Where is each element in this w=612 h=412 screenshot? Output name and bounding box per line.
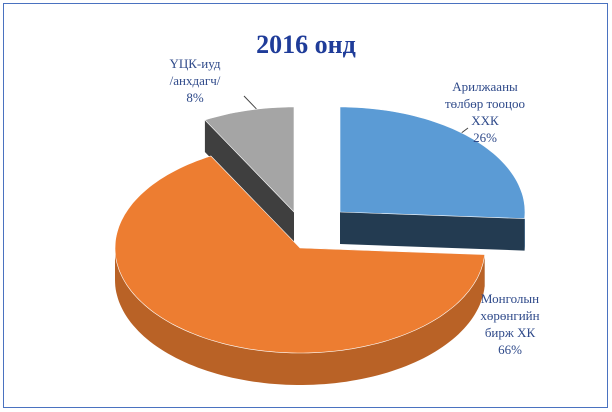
slice	[339, 106, 526, 219]
data-label: ҮЦК-иуд /анхдагч/8%	[125, 55, 265, 106]
data-label: Арилжааны төлбөр тооцоо ХХК 26%	[415, 78, 555, 146]
category-label: Арилжааны төлбөр тооцоо ХХК	[445, 79, 525, 128]
slice	[204, 106, 295, 213]
pie-slice	[114, 155, 485, 385]
slice-side	[204, 120, 294, 244]
chart-title: 2016 онд	[256, 30, 356, 59]
category-label: Монголын хөрөнгийн бирж ХК	[480, 291, 540, 340]
slice	[114, 155, 485, 354]
value-label: 66%	[498, 342, 522, 357]
slice-wall	[115, 248, 485, 385]
pie-slice	[339, 106, 526, 251]
value-label: 26%	[473, 130, 497, 145]
value-label: 8%	[186, 90, 204, 105]
slice-side	[340, 212, 525, 251]
category-label: ҮЦК-иуд /анхдагч/	[169, 56, 221, 88]
data-label: Монголын хөрөнгийн бирж ХК 66%	[440, 290, 580, 358]
pie-slice	[204, 106, 295, 244]
